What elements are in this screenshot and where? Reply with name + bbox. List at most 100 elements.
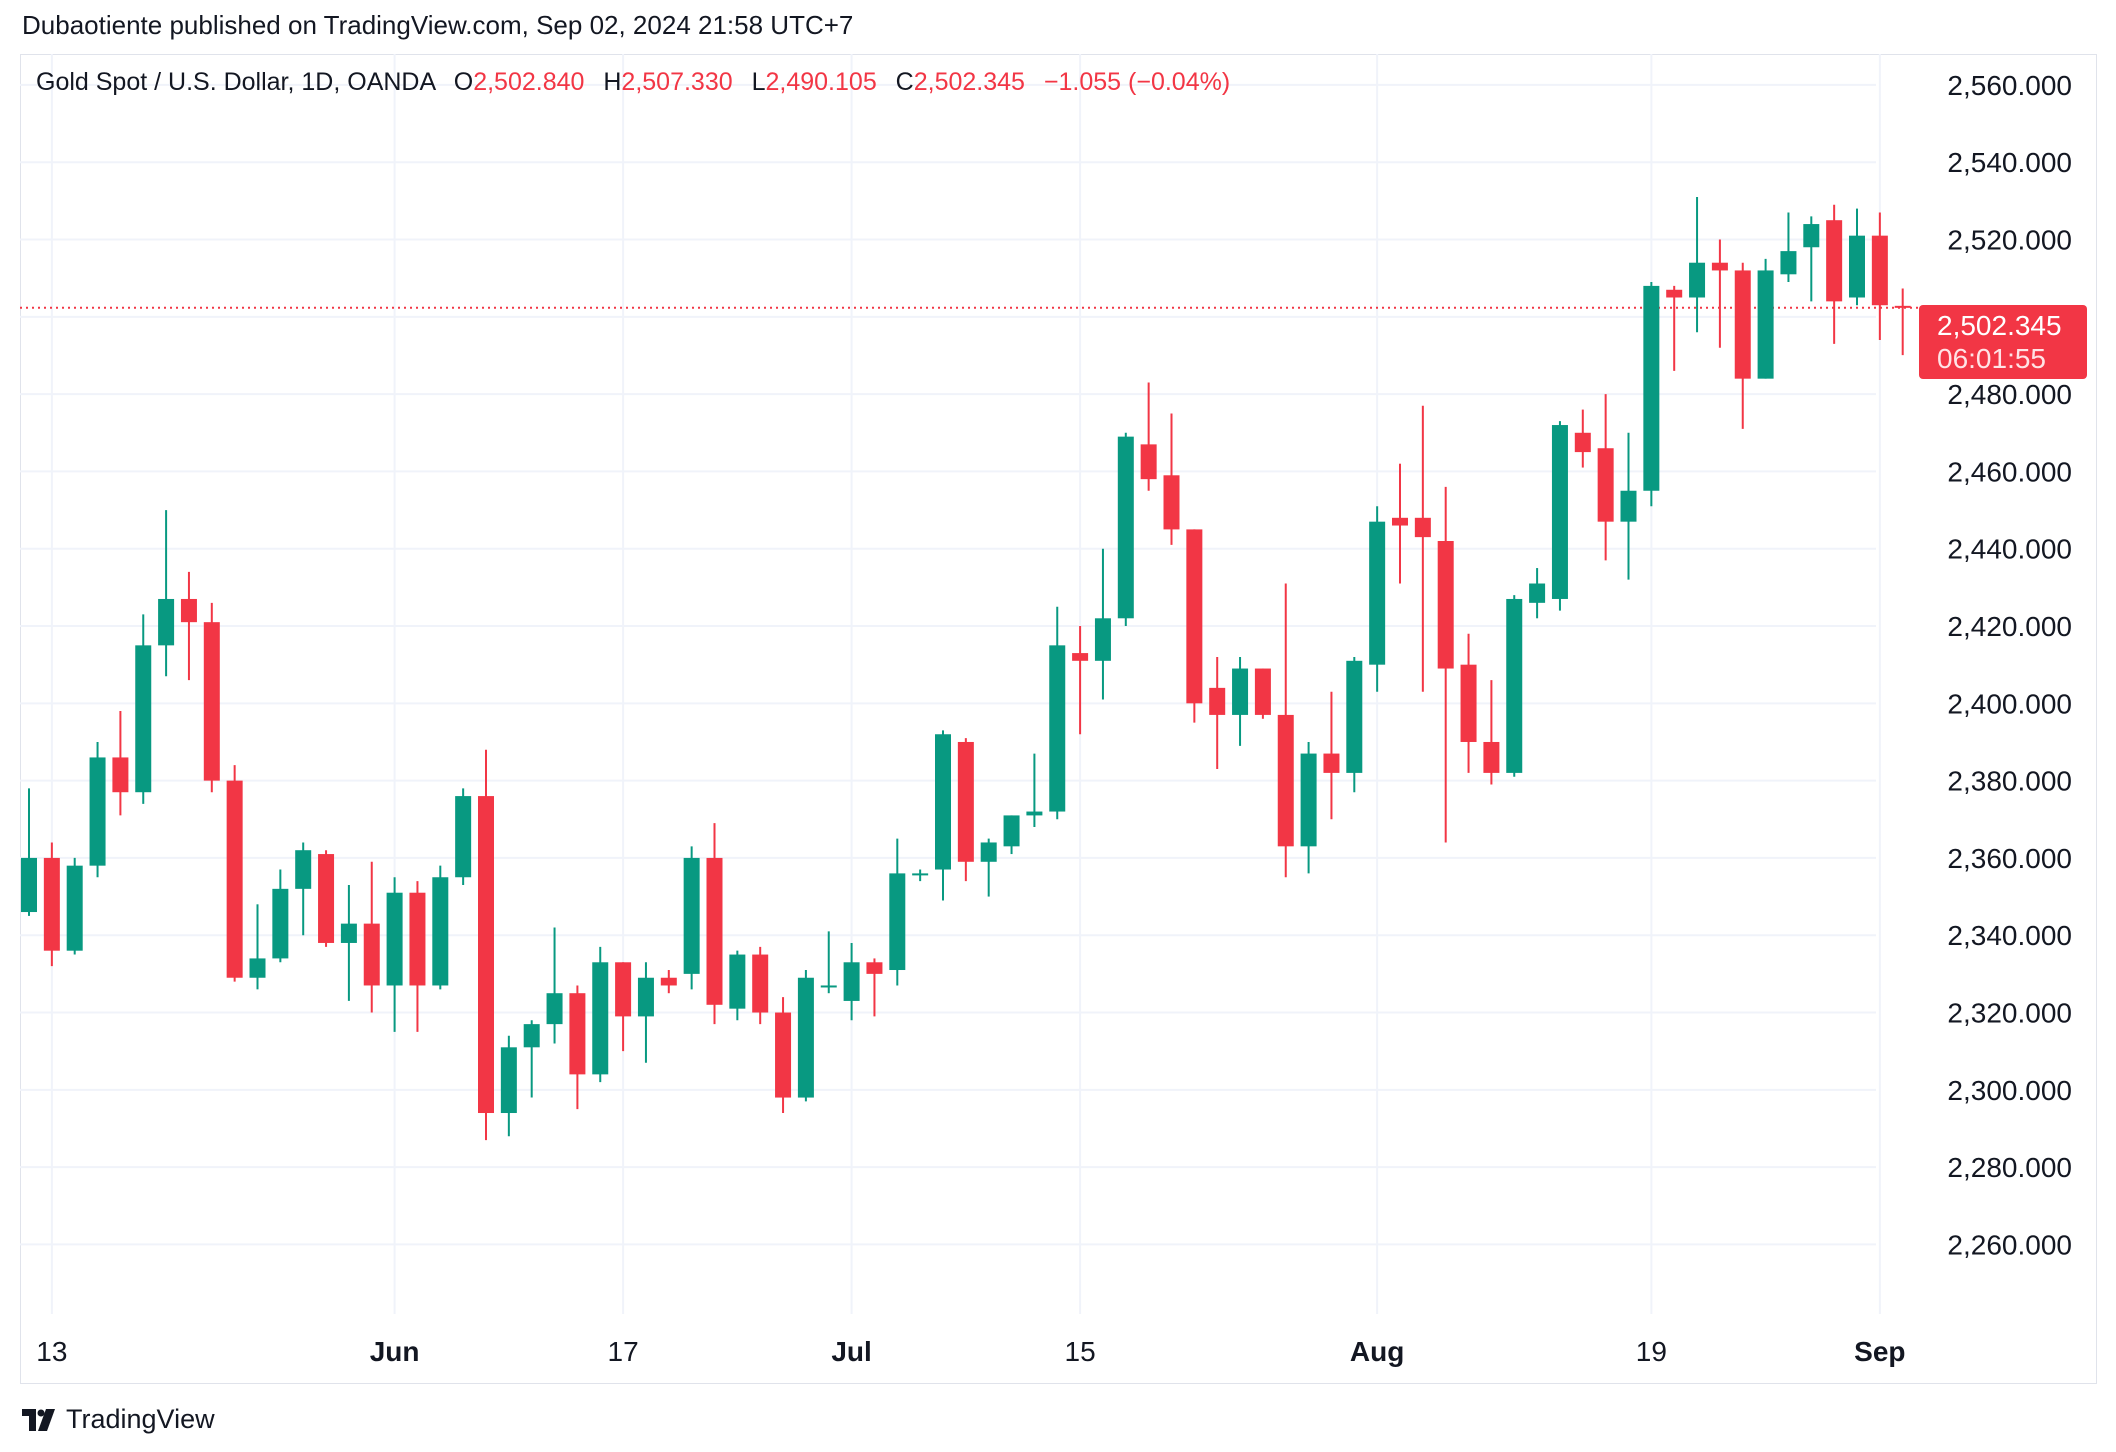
candle: [752, 946, 769, 1025]
candle: [409, 881, 426, 1032]
time-axis[interactable]: 13 Jun 17 Jul 15 Aug 19 Sep: [36, 1336, 1905, 1367]
grid-lines: [20, 54, 1881, 1314]
candle: [1414, 405, 1431, 692]
candle-body: [1757, 270, 1774, 379]
candle: [1574, 409, 1591, 468]
candle-body: [980, 842, 997, 862]
candle-body: [1826, 220, 1843, 302]
candle-body: [775, 1012, 792, 1098]
candle-body: [21, 857, 37, 913]
price-axis[interactable]: 2,260.000 2,280.000 2,300.000 2,320.000 2,34…: [1947, 70, 2072, 1261]
candle: [820, 931, 837, 994]
candle-body: [935, 734, 951, 870]
candle-body: [135, 645, 152, 793]
candle-body: [295, 850, 312, 889]
candle: [500, 1035, 517, 1137]
candle-body: [180, 598, 197, 623]
candle: [1597, 394, 1614, 561]
candle: [478, 749, 494, 1141]
price-tick-label: 2,260.000: [1947, 1229, 2072, 1260]
candle-body: [1437, 540, 1454, 669]
time-tick-label: Jul: [831, 1336, 871, 1367]
candle: [1117, 432, 1134, 627]
candle: [1049, 606, 1066, 820]
candle: [1300, 741, 1317, 874]
low-value: 2,490.105: [765, 68, 877, 96]
last-price-tag: 2,502.345 06:01:55: [1919, 305, 2087, 379]
candle-body: [1254, 668, 1271, 715]
chart-frame[interactable]: [20, 54, 2097, 1384]
candle: [249, 904, 266, 990]
candle-body: [1323, 753, 1340, 773]
symbol-title[interactable]: Gold Spot / U.S. Dollar, 1D, OANDA: [36, 68, 435, 96]
candle-body: [1232, 668, 1249, 715]
candle-body: [546, 993, 563, 1025]
candle: [1689, 197, 1706, 333]
candle: [112, 711, 129, 816]
candle: [386, 877, 403, 1032]
candle: [866, 958, 883, 1017]
candle-body: [1780, 251, 1797, 275]
candle: [729, 950, 746, 1021]
candle-body: [683, 857, 700, 974]
change-value: −1.055 (−0.04%): [1043, 68, 1231, 96]
candle-body: [1849, 235, 1865, 298]
candle-body: [1072, 653, 1089, 661]
candle: [203, 602, 220, 793]
candle-body: [1392, 517, 1408, 526]
time-tick-label: Jun: [370, 1336, 420, 1367]
candle-body: [1414, 517, 1431, 538]
close-label: C: [895, 68, 914, 96]
open-label: O: [453, 68, 474, 96]
candle-body: [1620, 490, 1637, 522]
candle-body: [1369, 521, 1386, 665]
candle-body: [1483, 741, 1500, 773]
price-tick-label: 2,300.000: [1947, 1075, 2072, 1106]
candle-body: [1734, 270, 1751, 379]
candle: [592, 946, 609, 1083]
candle-body: [912, 873, 929, 876]
candle: [1894, 288, 1911, 356]
candle-body: [1803, 224, 1820, 248]
time-tick-label: 13: [36, 1336, 67, 1367]
candle-body: [592, 962, 609, 1075]
candle-body: [1666, 289, 1683, 298]
price-tick-label: 2,520.000: [1947, 225, 2072, 256]
close-value: 2,502.345: [913, 68, 1025, 96]
candle: [135, 614, 152, 804]
footer-brand[interactable]: TradingView: [22, 1404, 215, 1435]
candle: [1826, 204, 1843, 344]
candle-body: [432, 877, 449, 986]
candle-body: [249, 958, 266, 978]
candle: [980, 838, 997, 897]
candle: [706, 823, 723, 1025]
candle-body: [1300, 753, 1317, 847]
candle-body: [569, 993, 586, 1075]
price-tick-label: 2,420.000: [1947, 611, 2072, 642]
candle-body: [1277, 714, 1294, 847]
candle-body: [1140, 444, 1157, 480]
candle-body: [1460, 664, 1477, 742]
candle-body: [752, 954, 769, 1013]
candle-body: [66, 865, 83, 951]
candle-body: [226, 780, 243, 978]
candle-body: [1551, 425, 1568, 599]
candle: [1277, 583, 1294, 878]
price-tick-label: 2,480.000: [1947, 379, 2072, 410]
candle: [340, 884, 357, 1001]
candle-body: [500, 1047, 517, 1114]
candle: [912, 869, 929, 882]
candle-body: [1894, 305, 1911, 308]
candle: [432, 865, 449, 990]
bar-countdown: 06:01:55: [1937, 343, 2046, 374]
candle-body: [1163, 475, 1180, 530]
candle-body: [1186, 529, 1203, 704]
candle-body: [89, 757, 106, 866]
candle-body: [843, 962, 860, 1001]
candle: [660, 970, 677, 994]
candle: [797, 970, 814, 1102]
candle-body: [43, 857, 60, 951]
candle: [21, 788, 37, 916]
candle: [66, 857, 83, 955]
